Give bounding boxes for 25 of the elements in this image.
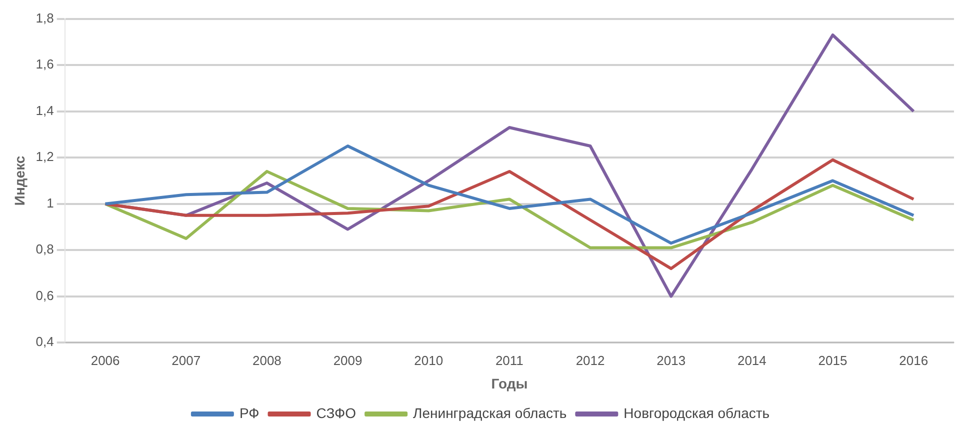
x-tick-label: 2006 xyxy=(90,352,120,368)
y-tick-label: 0,4 xyxy=(36,334,54,350)
x-axis-title: Годы xyxy=(491,375,528,392)
x-tick-label: 2008 xyxy=(252,352,282,368)
y-axis-title: Индекс xyxy=(11,156,28,206)
y-tick-label: 1,4 xyxy=(36,102,54,118)
y-tick-label: 1,8 xyxy=(36,10,54,26)
x-tick-label: 2013 xyxy=(656,352,686,368)
x-tick-label: 2007 xyxy=(172,352,201,368)
y-tick-label: 1 xyxy=(46,195,54,210)
legend-label: Ленинградская область xyxy=(413,404,567,421)
x-tick-label: 2009 xyxy=(333,352,362,368)
y-tick-label: 1,6 xyxy=(36,56,54,72)
y-tick-label: 0,6 xyxy=(36,288,54,303)
x-tick-label: 2012 xyxy=(576,352,605,368)
legend-label: СЗФО xyxy=(316,404,356,421)
x-tick-label: 2015 xyxy=(818,352,848,368)
x-tick-label: 2010 xyxy=(414,352,444,368)
y-tick-label: 0,8 xyxy=(36,242,54,257)
y-tick-label: 1,2 xyxy=(36,149,54,164)
x-tick-label: 2014 xyxy=(737,352,766,368)
x-tick-label: 2016 xyxy=(899,352,928,368)
legend-label: РФ xyxy=(239,404,260,421)
legend-label: Новгородская область xyxy=(624,404,770,421)
x-tick-label: 2011 xyxy=(495,352,524,368)
